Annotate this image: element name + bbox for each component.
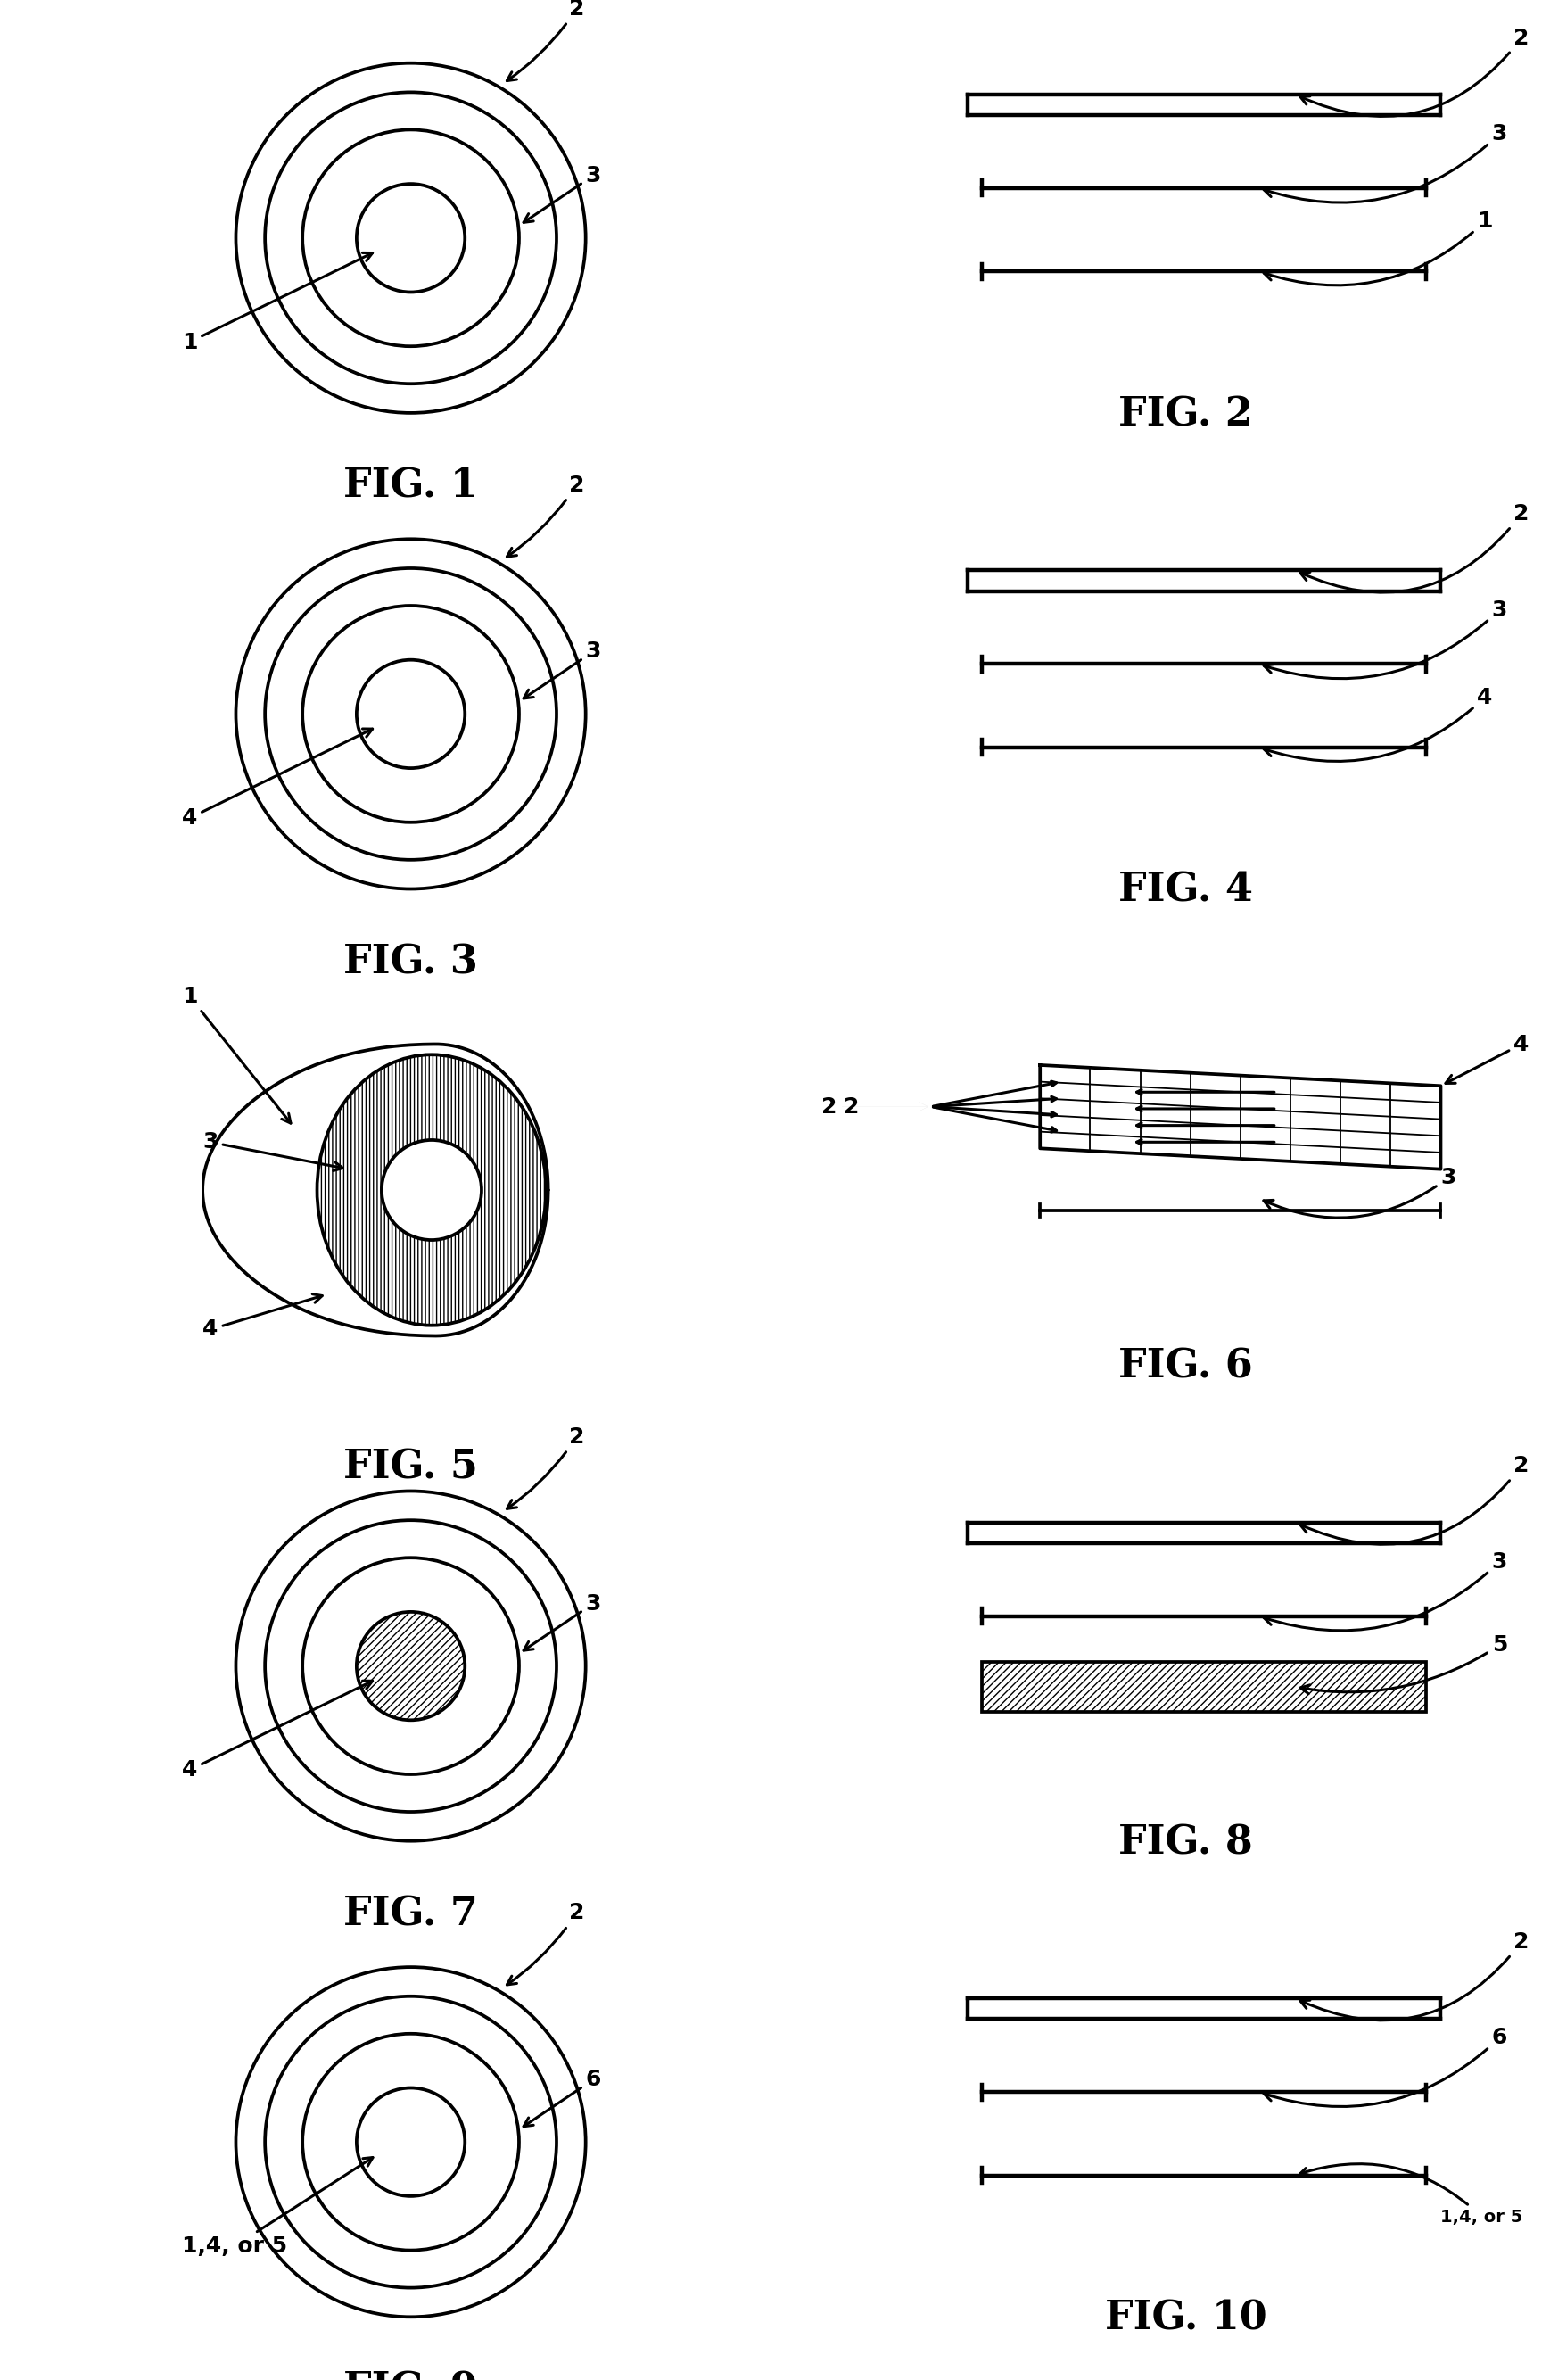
Text: FIG. 8: FIG. 8	[1119, 1823, 1252, 1861]
Text: 1: 1	[181, 985, 291, 1123]
Text: 2: 2	[822, 1097, 928, 1116]
Text: 3: 3	[1263, 1552, 1507, 1630]
Text: 4: 4	[203, 1295, 322, 1340]
Text: 3: 3	[1263, 124, 1507, 202]
Text: 3: 3	[203, 1130, 343, 1171]
Text: 4: 4	[181, 1680, 372, 1780]
Text: 2: 2	[843, 1097, 859, 1116]
Text: 2: 2	[1300, 1933, 1528, 2021]
Text: 6: 6	[1263, 2028, 1507, 2106]
Text: 2: 2	[507, 474, 584, 557]
Text: FIG. 1: FIG. 1	[344, 466, 477, 505]
Text: FIG. 7: FIG. 7	[344, 1894, 477, 1933]
Text: FIG. 5: FIG. 5	[344, 1447, 477, 1488]
Text: FIG. 9: FIG. 9	[344, 2370, 477, 2380]
Text: 2: 2	[1300, 29, 1528, 117]
Text: FIG. 10: FIG. 10	[1105, 2299, 1266, 2337]
Text: 2: 2	[1300, 505, 1528, 593]
Text: 1,4, or 5: 1,4, or 5	[181, 2159, 374, 2256]
Text: 2: 2	[1300, 1457, 1528, 1545]
Text: 2: 2	[507, 1902, 584, 1985]
Text: 3: 3	[524, 164, 601, 221]
Text: 3: 3	[524, 1592, 601, 1649]
Text: 1: 1	[1263, 212, 1493, 286]
Text: 1,4, or 5: 1,4, or 5	[1300, 2163, 1524, 2225]
Text: 3: 3	[1263, 600, 1507, 678]
Text: FIG. 4: FIG. 4	[1119, 871, 1252, 909]
Text: 2: 2	[507, 1426, 584, 1509]
Text: 2: 2	[507, 0, 584, 81]
Text: 4: 4	[1263, 688, 1493, 762]
Text: 5: 5	[1300, 1635, 1507, 1695]
Text: 3: 3	[1263, 1166, 1455, 1219]
Text: FIG. 2: FIG. 2	[1119, 395, 1252, 433]
Text: 6: 6	[524, 2068, 601, 2125]
Circle shape	[381, 1140, 482, 1240]
Text: 4: 4	[181, 728, 372, 828]
Text: FIG. 3: FIG. 3	[344, 942, 477, 981]
Text: 1: 1	[181, 252, 372, 352]
Text: 3: 3	[524, 640, 601, 697]
Text: FIG. 6: FIG. 6	[1119, 1347, 1252, 1385]
Bar	[981, 1661, 1426, 1711]
Text: 4: 4	[1446, 1033, 1528, 1083]
